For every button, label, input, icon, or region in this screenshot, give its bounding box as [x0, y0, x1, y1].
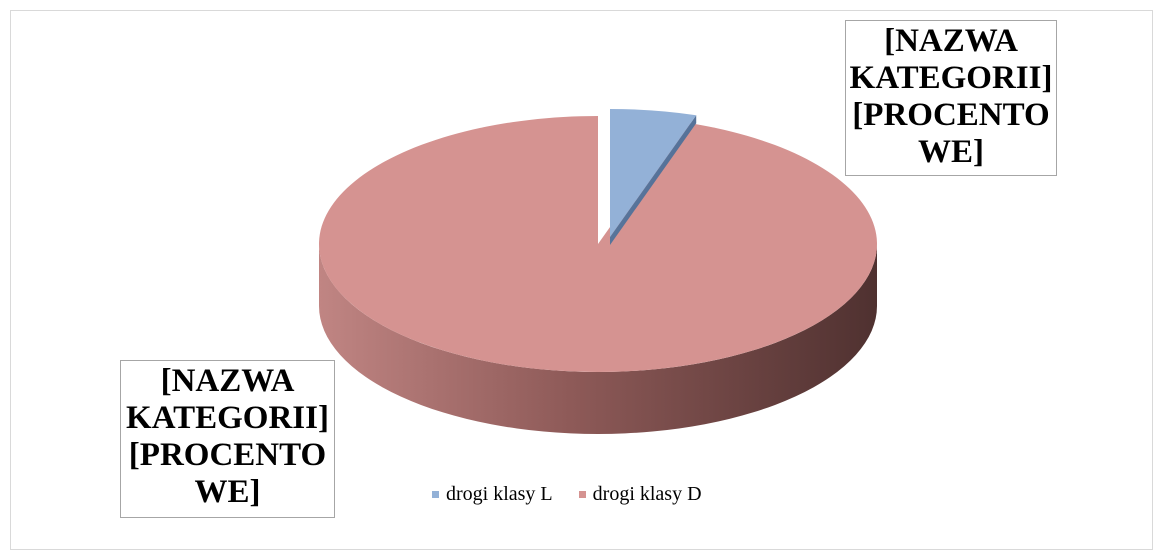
data-label-drogi-klasy-l: [NAZWA KATEGORII] [PROCENTO WE]: [845, 20, 1057, 176]
pie-slice-side-drogi-klasy-l: [610, 115, 697, 245]
data-label-line: [PROCENTO: [852, 97, 1050, 133]
legend-entry-drogi-klasy-l[interactable]: drogi klasy L: [432, 483, 553, 506]
pie-slice-drogi-klasy-d[interactable]: [319, 116, 878, 373]
legend-label: drogi klasy L: [446, 482, 553, 505]
pie-slice-drogi-klasy-l[interactable]: [610, 109, 697, 237]
legend-swatch-drogi-klasy-d: [578, 490, 586, 498]
data-label-line: WE]: [918, 134, 984, 170]
data-label-line: KATEGORII]: [126, 400, 329, 436]
data-label-line: KATEGORII]: [849, 60, 1053, 96]
legend: drogi klasy L drogi klasy D: [432, 482, 702, 506]
legend-label: drogi klasy D: [592, 482, 702, 505]
data-label-line: [NAZWA: [884, 23, 1018, 59]
pie-slice-side-drogi-klasy-d: [319, 244, 877, 434]
data-label-line: WE]: [194, 474, 261, 510]
legend-entry-drogi-klasy-d[interactable]: drogi klasy D: [578, 482, 702, 506]
data-label-drogi-klasy-d: [NAZWA KATEGORII] [PROCENTO WE]: [120, 360, 335, 518]
pie-chart: [319, 109, 878, 434]
legend-swatch-drogi-klasy-l: [432, 490, 439, 498]
data-label-line: [NAZWA: [160, 363, 295, 399]
data-label-line: [PROCENTO: [128, 437, 327, 473]
